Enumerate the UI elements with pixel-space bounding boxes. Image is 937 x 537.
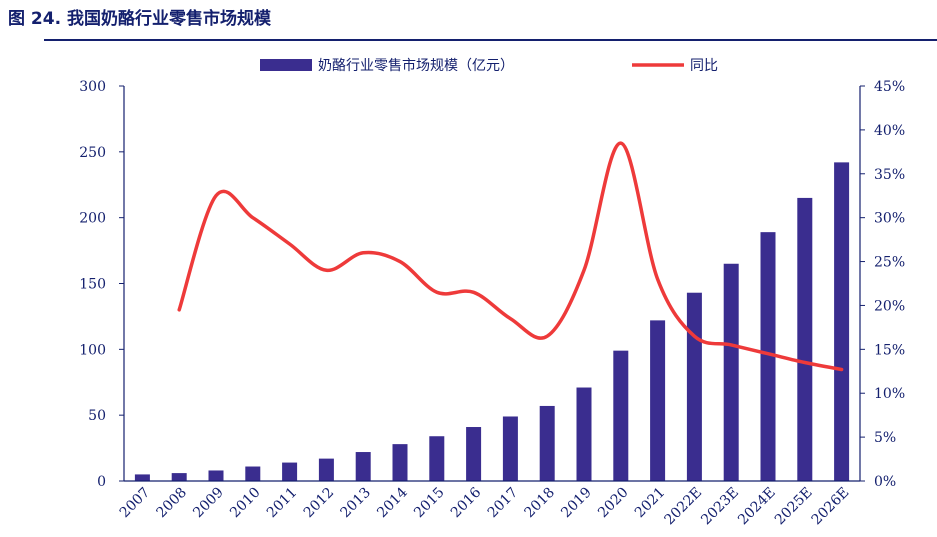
x-tick-label: 2020 (595, 485, 632, 522)
bar-2023E (723, 263, 739, 481)
x-tick-label: 2012 (301, 485, 338, 522)
x-tick-label: 2023E (698, 485, 742, 529)
bar-2013 (355, 452, 371, 481)
x-tick-label: 2014 (374, 484, 411, 521)
right-tick-label: 5% (874, 430, 896, 446)
title-divider (44, 39, 937, 41)
x-tick-label: 2011 (264, 485, 301, 522)
x-tick-label: 2010 (227, 485, 264, 522)
bar-2016 (466, 427, 482, 481)
axes-group (119, 85, 865, 482)
right-tick-label: 20% (874, 298, 905, 314)
legend-bar-label: 奶酪行业零售市场规模（亿元） (318, 57, 514, 74)
x-tick-label: 2015 (411, 485, 448, 522)
x-tick-label: 2024E (735, 485, 779, 529)
bar-2026E (834, 162, 850, 481)
x-tick-label: 2026E (809, 485, 853, 529)
x-tick-label: 2017 (485, 485, 522, 522)
x-tick-label: 2016 (448, 484, 485, 521)
x-tick-label: 2022E (661, 485, 705, 529)
bar-2022E (686, 292, 702, 481)
bar-2009 (208, 470, 224, 481)
x-tick-label: 2007 (117, 485, 154, 522)
left-tick-label: 250 (79, 145, 106, 161)
right-tick-label: 10% (874, 386, 905, 402)
figure-title: 图 24. 我国奶酪行业零售市场规模 (8, 9, 271, 29)
bar-2025E (797, 197, 813, 481)
left-tick-label: 200 (79, 211, 106, 227)
right-tick-label: 30% (874, 211, 905, 227)
x-tick-label: 2025E (772, 485, 816, 529)
left-tick-label: 150 (79, 277, 106, 293)
bar-2008 (171, 473, 187, 481)
right-tick-label: 35% (874, 167, 905, 183)
bar-2011 (282, 462, 298, 481)
legend-bar-swatch (260, 59, 312, 71)
bar-2018 (539, 405, 555, 481)
bar-2019 (576, 387, 592, 481)
right-tick-label: 15% (874, 342, 905, 358)
right-tick-label: 40% (874, 123, 905, 139)
right-tick-label: 45% (874, 79, 905, 95)
bar-2007 (134, 474, 150, 481)
yoy-line (177, 141, 844, 372)
x-tick-label: 2009 (190, 485, 227, 522)
left-tick-label: 100 (79, 342, 106, 358)
bars-group (134, 162, 850, 481)
x-tick-label: 2019 (558, 485, 595, 522)
right-tick-label: 25% (874, 255, 905, 271)
bar-2024E (760, 232, 776, 481)
legend: 奶酪行业零售市场规模（亿元） 同比 (260, 57, 718, 74)
left-tick-label: 50 (88, 408, 106, 424)
bar-2020 (613, 350, 629, 481)
x-tick-label: 2013 (338, 485, 375, 522)
bar-2012 (318, 458, 334, 481)
left-tick-label: 0 (97, 474, 106, 490)
bar-2015 (429, 436, 445, 481)
left-tick-label: 300 (79, 79, 106, 95)
bar-2010 (245, 466, 261, 481)
x-tick-label: 2018 (522, 485, 559, 522)
bar-2017 (502, 416, 518, 481)
bar-2014 (392, 444, 408, 481)
right-tick-label: 0% (874, 474, 896, 490)
x-tick-label: 2008 (154, 485, 191, 522)
bar-2021 (650, 320, 666, 481)
legend-line-label: 同比 (690, 58, 718, 74)
